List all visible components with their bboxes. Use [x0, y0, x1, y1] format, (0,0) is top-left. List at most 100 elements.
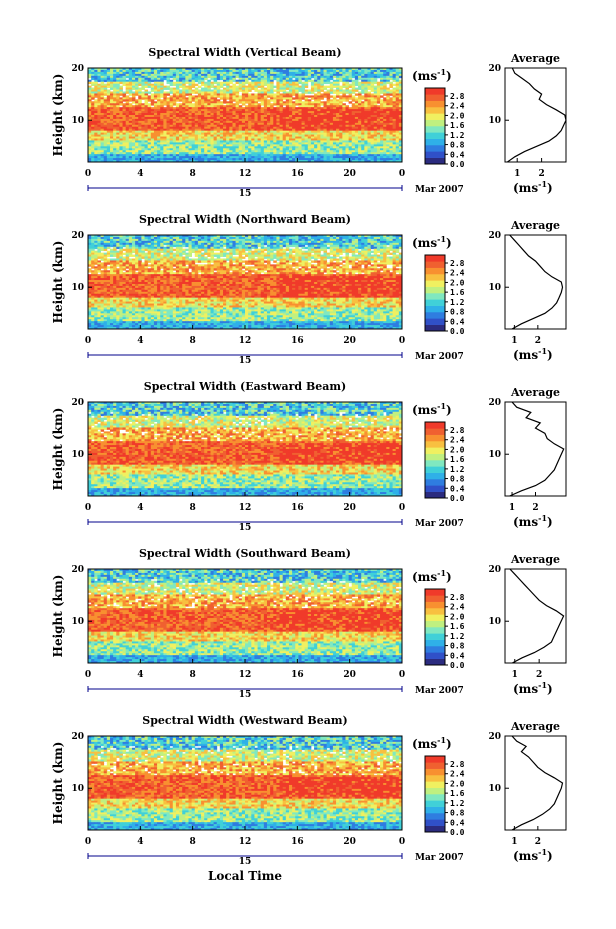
average-y-tick: 20	[488, 398, 501, 408]
x-tick-label: 8	[190, 670, 196, 680]
average-title: Average	[510, 219, 560, 232]
colorbar-tick: 1.6	[450, 288, 465, 297]
x-tick-label: 8	[190, 503, 196, 513]
colorbar-tick: 1.6	[450, 622, 465, 631]
heatmap-field	[88, 235, 402, 329]
colorbar-tick: 2.0	[450, 445, 465, 454]
panel-title: Spectral Width (Westward Beam)	[142, 714, 347, 727]
y-tick-label: 10	[71, 617, 84, 627]
panel-title: Spectral Width (Vertical Beam)	[148, 46, 341, 59]
x-tick-label: 16	[291, 503, 304, 513]
x-tick-label: 12	[239, 336, 252, 346]
x-tick-label: 4	[137, 670, 143, 680]
average-y-tick: 10	[488, 116, 501, 126]
date-month: Mar 2007	[415, 352, 464, 362]
average-x-tick: 1	[511, 837, 517, 847]
colorbar-unit: (ms-1)	[412, 401, 452, 417]
colorbar-tick: 1.2	[450, 799, 465, 808]
panel-title: Spectral Width (Southward Beam)	[139, 547, 351, 560]
date-month: Mar 2007	[415, 686, 464, 696]
x-tick-label: 20	[343, 670, 356, 680]
x-tick-label: 0	[399, 670, 405, 680]
average-y-tick: 20	[488, 732, 501, 742]
heatmap-field	[88, 68, 402, 162]
date-day: 15	[239, 356, 252, 366]
date-day: 15	[239, 690, 252, 700]
average-y-tick: 10	[488, 450, 501, 460]
colorbar-tick: 1.2	[450, 632, 465, 641]
average-x-tick: 1	[509, 503, 515, 513]
x-tick-label: 0	[399, 336, 405, 346]
average-unit: (ms-1)	[513, 513, 553, 529]
x-tick-label: 0	[399, 837, 405, 847]
average-unit: (ms-1)	[513, 346, 553, 362]
y-tick-label: 20	[71, 732, 84, 742]
colorbar-tick: 0.0	[450, 494, 465, 503]
date-month: Mar 2007	[415, 185, 464, 195]
colorbar-unit: (ms-1)	[412, 735, 452, 751]
average-y-tick: 10	[488, 784, 501, 794]
average-x-tick: 2	[532, 503, 538, 513]
x-tick-label: 8	[190, 336, 196, 346]
average-unit: (ms-1)	[513, 847, 553, 863]
average-y-tick: 10	[488, 283, 501, 293]
heatmap-field	[88, 569, 402, 663]
colorbar-tick: 2.4	[450, 770, 465, 779]
y-tick-label: 20	[71, 64, 84, 74]
date-day: 15	[239, 857, 252, 867]
x-tick-label: 8	[190, 837, 196, 847]
colorbar-tick: 2.8	[450, 760, 465, 769]
average-x-tick: 1	[512, 670, 518, 680]
x-axis-label: Local Time	[208, 869, 282, 883]
x-tick-label: 12	[239, 837, 252, 847]
average-y-tick: 10	[488, 617, 501, 627]
colorbar-tick: 2.4	[450, 102, 465, 111]
average-unit: (ms-1)	[513, 179, 553, 195]
colorbar-tick: 2.4	[450, 603, 465, 612]
date-day: 15	[239, 523, 252, 533]
average-frame	[505, 68, 566, 162]
x-tick-label: 0	[399, 169, 405, 179]
y-tick-label: 20	[71, 398, 84, 408]
colorbar-tick: 2.8	[450, 92, 465, 101]
colorbar-tick: 1.6	[450, 789, 465, 798]
average-title: Average	[510, 52, 560, 65]
colorbar-tick: 2.0	[450, 779, 465, 788]
colorbar-tick: 0.4	[450, 818, 465, 827]
x-tick-label: 20	[343, 503, 356, 513]
average-x-tick: 2	[536, 670, 542, 680]
x-tick-label: 20	[343, 169, 356, 179]
panel-5: Spectral Width (Westward Beam)0 4 8 12 16 20 0…	[51, 714, 566, 867]
x-tick-label: 20	[343, 336, 356, 346]
average-y-tick: 20	[488, 231, 501, 241]
y-axis-label: Height (km)	[51, 241, 65, 324]
colorbar-tick: 2.8	[450, 426, 465, 435]
average-title: Average	[510, 720, 560, 733]
colorbar-tick: 0.8	[450, 308, 465, 317]
x-tick-label: 16	[291, 670, 304, 680]
x-tick-label: 20	[343, 837, 356, 847]
y-axis-label: Height (km)	[51, 742, 65, 825]
y-axis-label: Height (km)	[51, 74, 65, 157]
heatmap-field	[88, 402, 402, 496]
x-tick-label: 4	[137, 336, 143, 346]
colorbar-tick: 2.0	[450, 111, 465, 120]
y-tick-label: 10	[71, 116, 84, 126]
colorbar-tick: 2.8	[450, 593, 465, 602]
average-y-tick: 20	[488, 64, 501, 74]
colorbar-tick: 2.8	[450, 259, 465, 268]
average-frame	[505, 569, 566, 663]
colorbar-unit: (ms-1)	[412, 67, 452, 83]
panel-3: Spectral Width (Eastward Beam)0 4 8 12 16 20 0…	[51, 380, 566, 533]
x-tick-label: 12	[239, 169, 252, 179]
panel-title: Spectral Width (Eastward Beam)	[144, 380, 346, 393]
average-x-tick: 1	[514, 169, 520, 179]
average-title: Average	[510, 386, 560, 399]
x-tick-label: 4	[137, 503, 143, 513]
heatmap-field	[88, 736, 402, 830]
colorbar-tick: 0.0	[450, 327, 465, 336]
y-tick-label: 10	[71, 450, 84, 460]
x-tick-label: 8	[190, 169, 196, 179]
x-tick-label: 16	[291, 169, 304, 179]
